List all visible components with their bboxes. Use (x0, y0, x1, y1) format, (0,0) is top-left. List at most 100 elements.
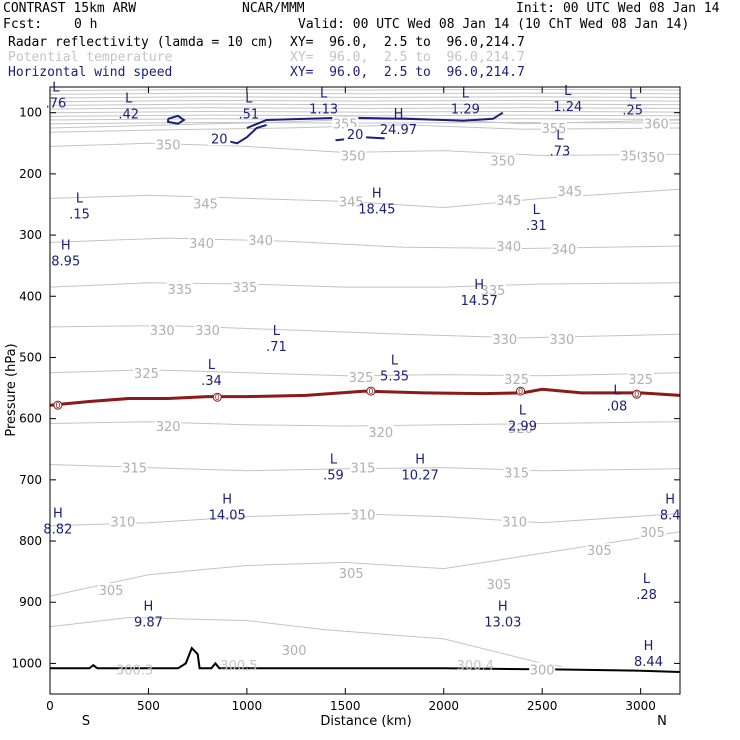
extremum-value: 14.57 (461, 294, 498, 309)
extremum-high-marker: H (498, 599, 508, 614)
theta-label-bg (155, 137, 182, 152)
x-endpoint-right: N (657, 714, 667, 729)
x-tick-label: 3000 (625, 699, 656, 713)
extremum-low-marker: L (391, 353, 399, 368)
theta-label-bg (639, 524, 666, 539)
extremum-value: .25 (622, 103, 643, 118)
extremum-value: .73 (550, 144, 571, 159)
theta-contour-305 (49, 531, 681, 597)
extremum-low-marker: L (629, 87, 637, 102)
theta-label: 330 (150, 324, 175, 339)
field-reflectivity-name: Radar reflectivity (lamda = 10 cm) (8, 35, 275, 50)
y-tick-label: 900 (19, 595, 42, 609)
theta-label-bg (586, 543, 613, 558)
theta-label: 310 (502, 515, 527, 530)
theta-contour-310 (49, 512, 681, 527)
extremum-value: 18.45 (358, 202, 395, 217)
theta-label-bg (485, 576, 512, 591)
extremum-high-marker: H (372, 186, 382, 201)
extremum-low-marker: L (245, 92, 253, 107)
theta-label-bg (556, 184, 583, 199)
extremum-high-marker: H (61, 238, 71, 253)
reflectivity-label-marker (212, 392, 222, 402)
extremum-low-marker: L (208, 358, 216, 373)
axes: 0 500 1000 1500 2000 2500 30001002003004005006… (11, 87, 680, 713)
extremum-high-marker: H (415, 453, 425, 468)
theta-upper-isentrope (49, 110, 681, 114)
theta-label-bg (166, 281, 193, 296)
theta-label-bg (194, 322, 221, 337)
x-tick-label: 0 (46, 699, 54, 713)
extremum-low-marker: L (76, 191, 84, 206)
extremum-low-marker: L (519, 404, 527, 419)
wind-speed-label: 20 (211, 132, 228, 147)
reflectivity-contour-0 (49, 387, 681, 407)
extremum-value: .59 (323, 469, 344, 484)
theta-label: 315 (122, 462, 147, 477)
theta-label-bg (121, 460, 148, 475)
extremum-value: 2.99 (508, 420, 537, 435)
theta-label: 305 (339, 567, 364, 582)
wind-speed-label: 20 (347, 128, 364, 143)
theta-label: 305 (640, 526, 665, 541)
theta-label: 350 (341, 150, 366, 165)
theta-label: 340 (551, 243, 576, 258)
extremum-value: 1.13 (309, 103, 338, 118)
theta-contour-340 (49, 237, 681, 250)
theta-label-bg (501, 514, 528, 529)
theta-label: 315 (351, 462, 376, 477)
extremum-value: 8.82 (43, 522, 72, 537)
reflectivity-label-marker (53, 400, 63, 410)
reflectivity-label: 0 (634, 390, 639, 399)
theta-label: 305 (486, 578, 511, 593)
y-axis-label: Pressure (hPa) (4, 343, 19, 436)
theta-upper-isentrope (49, 99, 681, 103)
theta-label: 345 (193, 197, 218, 212)
theta-label-bg (340, 148, 367, 163)
theta-label: 350 (490, 154, 515, 169)
theta-label: 325 (628, 373, 653, 388)
theta-contour-315 (49, 464, 681, 472)
theta-label: 320 (368, 426, 393, 441)
extremum-value: 10.27 (402, 469, 439, 484)
init-time: Init: 00 UTC Wed 08 Jan 14 (516, 1, 720, 16)
theta-label-bg (188, 236, 215, 251)
theta-label: 360 (644, 118, 669, 133)
theta-surface-label: 300.4 (457, 659, 494, 674)
extremum-low-marker: L (125, 92, 133, 107)
theta-label: 300 (530, 664, 555, 679)
theta-label-bg (550, 242, 577, 257)
field-theta-xy: XY= 96.0, 2.5 to 96.0,214.7 (290, 50, 525, 65)
theta-upper-isentrope (49, 92, 681, 95)
theta-label-bg (155, 418, 182, 433)
plot-frame (49, 86, 681, 695)
reflectivity-label: 0 (215, 393, 220, 402)
theta-label: 340 (189, 237, 214, 252)
extremum-value: .28 (636, 588, 657, 603)
theta-label-bg (503, 465, 530, 480)
extremum-low-marker: L (273, 324, 281, 339)
theta-label-bg (348, 370, 375, 385)
extremum-value: 24.97 (380, 123, 417, 138)
fcst-value: 0 h (74, 17, 98, 32)
extremum-low-marker: L (52, 81, 60, 96)
theta-label-bg (109, 514, 136, 529)
wind-label-bg (208, 131, 231, 146)
theta-label-bg (338, 194, 365, 209)
theta-surface-label: 300.5 (220, 659, 257, 674)
extremum-value: .71 (266, 340, 287, 355)
theta-label-bg (643, 116, 670, 131)
theta-label: 325 (134, 367, 159, 382)
theta-label: 350 (620, 150, 645, 165)
x-tick-label: 1000 (232, 699, 263, 713)
theta-label: 310 (351, 509, 376, 524)
theta-label-bg (98, 582, 125, 597)
theta-label-bg (495, 193, 522, 208)
theta-label: 335 (232, 281, 257, 296)
extremum-value: 9.87 (134, 615, 163, 630)
extremum-value: 8.95 (51, 254, 80, 269)
y-tick-label: 800 (19, 534, 42, 548)
extremum-value: .08 (607, 399, 628, 414)
theta-contour-320 (49, 421, 681, 427)
